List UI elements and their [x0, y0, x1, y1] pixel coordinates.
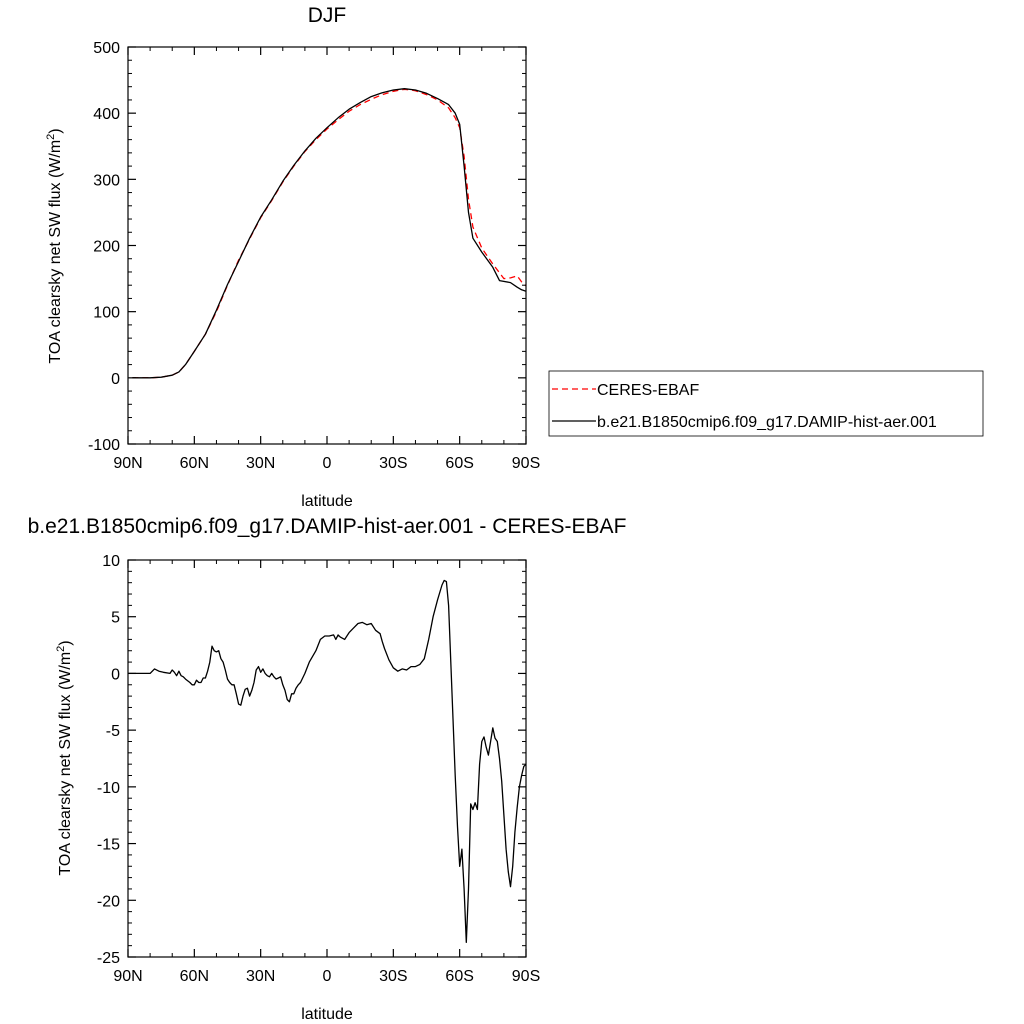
- panel-2-y-tick-label: -15: [97, 837, 120, 854]
- panel-1-x-tick-label: 30S: [379, 455, 407, 472]
- panel-1-x-tick-label: 0: [323, 455, 332, 472]
- panel-2-x-tick-label: 90N: [113, 968, 142, 985]
- panel-1-legend: CERES-EBAF b.e21.B1850cmip6.f09_g17.DAMI…: [548, 370, 984, 437]
- panel-1-y-axis-label: TOA clearsky net SW flux (W/m2): [45, 128, 64, 363]
- panel-2-x-axis-label: latitude: [301, 1006, 353, 1023]
- panel-1-y-tick-label: -100: [88, 437, 120, 454]
- panel-1-y-tick-label: 0: [111, 371, 120, 388]
- panel-2-y-tick-label: -5: [106, 723, 120, 740]
- panel-1-y-tick-label: 100: [93, 305, 120, 322]
- panel-1-x-tick-label: 30N: [246, 455, 275, 472]
- panel-2-y-axis-label: TOA clearsky net SW flux (W/m2): [55, 640, 74, 875]
- panel-2-y-tick-label: 5: [111, 610, 120, 627]
- panel-2-y-tick-label: -10: [97, 780, 120, 797]
- panel-2: b.e21.B1850cmip6.f09_g17.DAMIP-hist-aer.…: [28, 515, 627, 1023]
- panel-1-y-tick-label: 500: [93, 40, 120, 57]
- panel-1-x-tick-label: 90N: [113, 455, 142, 472]
- legend-label-model: b.e21.B1850cmip6.f09_g17.DAMIP-hist-aer.…: [597, 414, 937, 431]
- panel-1: DJF 90N 60N 30N 0 30S 60S 90S -100 0 100 200 300 400…: [45, 4, 984, 510]
- panel-2-plot-frame: [127, 559, 527, 958]
- panel-2-x-tick-label: 90S: [512, 968, 540, 985]
- panel-1-x-axis-label: latitude: [301, 493, 353, 510]
- panel-2-x-tick-label: 60S: [445, 968, 473, 985]
- panel-1-x-tick-label: 90S: [512, 455, 540, 472]
- panel-2-y-tick-label: 0: [111, 666, 120, 683]
- legend-box: [548, 370, 984, 437]
- panel-2-y-tick-label: 10: [102, 553, 120, 570]
- panel-1-y-tick-label: 400: [93, 106, 120, 123]
- panel-1-title: DJF: [308, 4, 347, 27]
- panel-1-series-0-line: [132, 88, 527, 379]
- panel-2-y-tick-label: -20: [97, 893, 120, 910]
- panel-1-series-1-line: [132, 88, 527, 379]
- panel-1-y-tick-label: 300: [93, 172, 120, 189]
- panel-2-x-tick-label: 0: [323, 968, 332, 985]
- panel-2-series-0-line: [128, 579, 527, 943]
- panel-1-y-tick-label: 200: [93, 239, 120, 256]
- panel-2-y-tick-label: -25: [97, 950, 120, 967]
- panel-2-x-tick-label: 30S: [379, 968, 407, 985]
- panel-1-x-tick-label: 60N: [180, 455, 209, 472]
- panel-2-x-tick-label: 60N: [180, 968, 209, 985]
- panel-1-plot-frame: [127, 46, 527, 445]
- legend-label-ceres-ebaf: CERES-EBAF: [597, 382, 699, 399]
- panel-1-x-tick-label: 60S: [445, 455, 473, 472]
- panel-2-title: b.e21.B1850cmip6.f09_g17.DAMIP-hist-aer.…: [28, 515, 627, 538]
- panel-2-x-tick-label: 30N: [246, 968, 275, 985]
